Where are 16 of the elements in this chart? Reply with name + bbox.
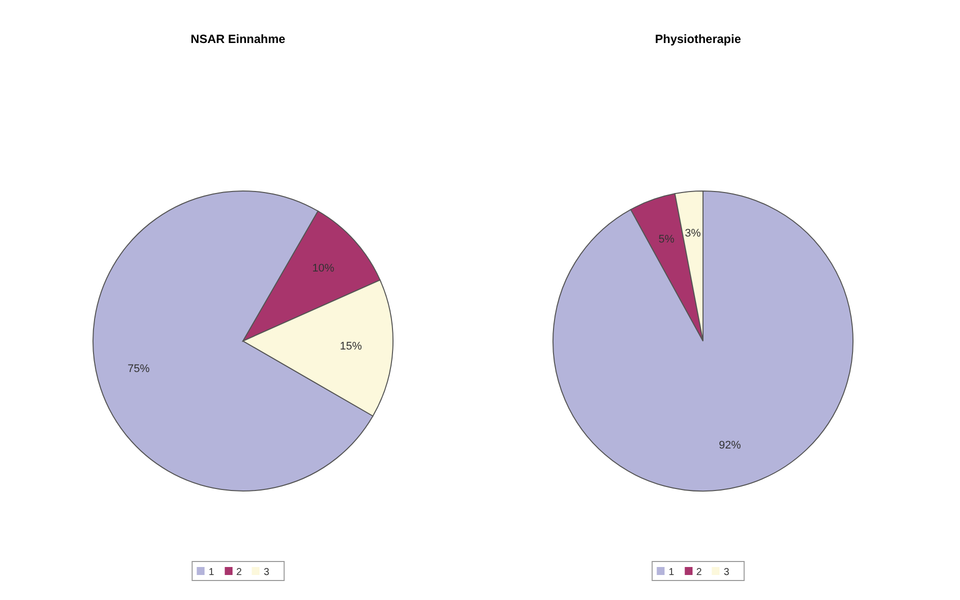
data-label: 92% — [718, 440, 742, 452]
chart-title: NSAR Einnahme — [190, 31, 286, 46]
pie-slice — [552, 190, 854, 492]
legend-label: 3 — [264, 567, 270, 578]
data-label: 10% — [312, 262, 334, 275]
legend-label: 1 — [208, 567, 214, 578]
data-label: 5% — [658, 233, 675, 246]
legend-label: 3 — [724, 567, 730, 578]
legend-label: 2 — [696, 567, 702, 578]
legend-label: 1 — [668, 567, 674, 578]
data-label: 75% — [128, 362, 150, 375]
chart-title: Physiotherapie — [654, 31, 742, 46]
data-label: 3% — [684, 227, 701, 240]
data-label: 15% — [340, 340, 362, 353]
pie-slice — [630, 193, 704, 342]
legend-label: 2 — [236, 567, 242, 578]
